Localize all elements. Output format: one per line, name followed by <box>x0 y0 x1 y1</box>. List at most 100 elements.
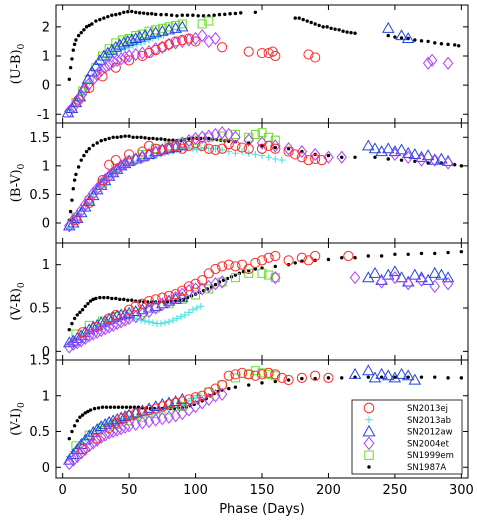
data-point <box>381 369 395 381</box>
data-point <box>87 186 99 200</box>
data-point <box>157 292 168 303</box>
data-point <box>88 299 93 303</box>
data-point <box>193 304 201 312</box>
data-point <box>401 32 415 44</box>
data-point <box>210 127 221 142</box>
data-point <box>196 28 208 43</box>
y-tick-label: 0 <box>42 345 50 360</box>
data-point <box>83 192 95 206</box>
data-point <box>263 367 274 378</box>
data-point <box>399 36 404 40</box>
data-point <box>86 409 90 414</box>
data-point <box>270 271 281 285</box>
data-point <box>157 42 168 53</box>
data-point <box>191 290 201 300</box>
data-point <box>300 376 304 381</box>
data-point <box>223 259 234 270</box>
legend-label: SN2004et <box>407 439 450 449</box>
data-point <box>223 12 227 17</box>
data-point <box>270 139 281 153</box>
y-tick-label: 0.5 <box>29 425 50 440</box>
data-point <box>73 94 84 105</box>
data-point <box>95 430 107 444</box>
data-point <box>163 39 175 50</box>
data-point <box>401 369 415 381</box>
data-point <box>230 140 241 151</box>
data-point <box>139 135 143 139</box>
y-axis-label-subscript: 0 <box>17 402 27 408</box>
y-tick-label: 1 <box>42 159 50 174</box>
data-point <box>341 29 345 33</box>
data-point <box>446 250 450 255</box>
data-point <box>142 11 146 15</box>
data-point <box>399 158 404 162</box>
data-point <box>416 153 427 167</box>
data-point <box>216 126 228 140</box>
data-point <box>80 198 91 212</box>
data-point <box>91 325 103 339</box>
data-point <box>210 144 221 155</box>
data-point <box>203 143 214 154</box>
data-point <box>95 323 107 338</box>
data-point <box>421 149 435 161</box>
data-point <box>150 294 161 305</box>
data-point <box>191 13 195 17</box>
data-point <box>230 130 241 144</box>
data-point <box>413 38 417 42</box>
data-point <box>273 145 277 150</box>
data-point <box>389 147 401 162</box>
data-point <box>104 422 115 434</box>
data-point <box>170 140 181 151</box>
data-point <box>317 23 321 28</box>
data-point <box>197 390 208 401</box>
data-point <box>366 254 371 258</box>
data-point <box>433 251 437 256</box>
y-axis-label: (V-I)0 <box>9 402 27 436</box>
data-point <box>326 153 331 158</box>
data-point <box>256 47 268 59</box>
data-point <box>326 257 331 262</box>
data-point <box>118 297 122 302</box>
data-point <box>177 396 188 407</box>
y-tick-label: 0.5 <box>29 302 50 317</box>
data-point <box>103 58 115 72</box>
data-point <box>125 33 139 45</box>
data-point <box>70 321 74 326</box>
data-point <box>157 144 168 155</box>
data-point <box>103 137 107 142</box>
data-point <box>107 136 111 141</box>
data-point <box>68 453 79 467</box>
data-point <box>72 42 77 47</box>
data-point <box>83 329 95 343</box>
data-point <box>100 405 105 409</box>
data-point <box>157 143 168 157</box>
data-point <box>91 143 95 147</box>
data-point <box>393 35 397 39</box>
y-tick-label: 1.5 <box>29 131 50 146</box>
data-point <box>453 43 457 47</box>
data-point <box>353 155 357 159</box>
data-point <box>149 12 154 16</box>
data-point <box>428 153 442 165</box>
data-point <box>433 41 437 45</box>
data-point <box>406 252 410 256</box>
data-point <box>67 327 71 332</box>
data-point <box>99 428 111 442</box>
data-point <box>217 12 222 17</box>
data-point <box>310 250 321 262</box>
data-point <box>422 56 434 70</box>
y-axis-label-main: (U-B) <box>9 49 24 84</box>
data-point <box>83 77 95 91</box>
data-point <box>181 297 186 302</box>
data-point <box>296 372 307 383</box>
data-point <box>429 279 441 293</box>
data-point <box>401 146 415 158</box>
data-point <box>94 296 98 301</box>
data-point <box>381 21 395 33</box>
data-point <box>243 369 254 380</box>
data-point <box>276 372 288 383</box>
data-point <box>170 397 181 409</box>
data-point <box>419 375 424 379</box>
data-point <box>243 46 254 57</box>
